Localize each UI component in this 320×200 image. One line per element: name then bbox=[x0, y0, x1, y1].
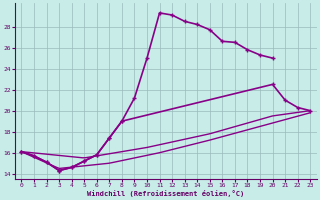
X-axis label: Windchill (Refroidissement éolien,°C): Windchill (Refroidissement éolien,°C) bbox=[87, 190, 244, 197]
